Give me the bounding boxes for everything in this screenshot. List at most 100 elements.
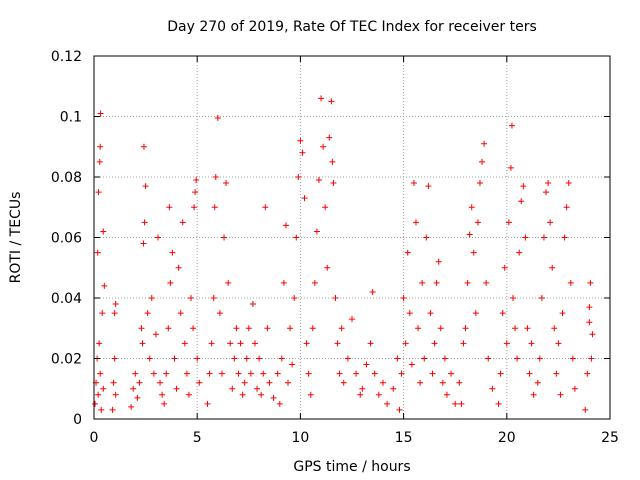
- data-point: [547, 219, 554, 226]
- data-point: [297, 137, 304, 144]
- data-point: [452, 400, 459, 407]
- data-point: [489, 385, 496, 392]
- data-point: [587, 279, 594, 286]
- data-point: [274, 370, 281, 377]
- data-point: [330, 180, 337, 187]
- data-point: [218, 370, 225, 377]
- data-point: [499, 310, 506, 317]
- data-point: [235, 370, 242, 377]
- data-point: [540, 234, 547, 241]
- data-point: [191, 204, 198, 211]
- data-point: [336, 370, 343, 377]
- data-point: [221, 234, 228, 241]
- data-point: [549, 264, 556, 271]
- data-point: [375, 391, 382, 398]
- data-point: [328, 98, 335, 105]
- data-point: [190, 325, 197, 332]
- data-point: [142, 183, 149, 190]
- data-point: [146, 355, 153, 362]
- data-point: [315, 177, 322, 184]
- data-point: [311, 279, 318, 286]
- x-tick-label: 15: [395, 430, 413, 446]
- data-point: [561, 234, 568, 241]
- data-point: [92, 400, 99, 407]
- data-point: [518, 198, 525, 205]
- data-point: [588, 355, 595, 362]
- data-point: [320, 143, 327, 150]
- data-point: [557, 391, 564, 398]
- data-point: [415, 325, 422, 332]
- data-point: [431, 340, 438, 347]
- data-point: [338, 325, 345, 332]
- data-point: [396, 406, 403, 413]
- data-point: [503, 340, 510, 347]
- data-point: [417, 379, 424, 386]
- data-point: [179, 219, 186, 226]
- data-point: [379, 379, 386, 386]
- data-point: [567, 279, 574, 286]
- data-point: [167, 279, 174, 286]
- data-point: [441, 355, 448, 362]
- data-point: [177, 310, 184, 317]
- data-point: [97, 370, 104, 377]
- data-point: [474, 219, 481, 226]
- x-tick-label: 20: [498, 430, 516, 446]
- data-point: [326, 134, 333, 141]
- data-point: [173, 385, 180, 392]
- data-point: [289, 361, 296, 368]
- data-point: [161, 400, 168, 407]
- data-point: [509, 295, 516, 301]
- data-point: [130, 385, 137, 392]
- data-point: [185, 391, 192, 398]
- data-point: [251, 340, 258, 347]
- data-point: [435, 258, 442, 265]
- data-point: [437, 325, 444, 332]
- data-point: [427, 310, 434, 317]
- data-point: [270, 394, 277, 401]
- data-point: [421, 355, 428, 362]
- x-tick-label: 25: [601, 430, 619, 446]
- axis-ticks: 0 5 10 15 20 25 0 0.02 0.04 0.06 0.08 0.1 0.12: [51, 49, 619, 446]
- data-point: [258, 391, 265, 398]
- y-tick-label: 0.12: [51, 49, 82, 65]
- data-point: [138, 325, 145, 332]
- data-point: [110, 379, 117, 386]
- data-point: [528, 340, 535, 347]
- data-point: [586, 304, 593, 311]
- data-point: [357, 391, 364, 398]
- data-point: [526, 370, 533, 377]
- data-point: [534, 379, 541, 386]
- data-point: [239, 391, 246, 398]
- data-point: [530, 391, 537, 398]
- data-point: [522, 234, 529, 241]
- data-point: [212, 174, 219, 180]
- data-point: [139, 340, 146, 347]
- chart-title: Day 270 of 2019, Rate Of TEC Index for r…: [167, 19, 537, 35]
- data-point: [111, 310, 118, 317]
- grid: [94, 56, 610, 419]
- data-point: [112, 301, 119, 308]
- data-point: [299, 149, 306, 156]
- data-point: [404, 249, 411, 256]
- data-point: [553, 370, 560, 377]
- data-point: [423, 234, 430, 241]
- data-point: [398, 370, 405, 377]
- data-point: [193, 177, 200, 184]
- data-point: [223, 180, 230, 187]
- data-point: [100, 228, 107, 235]
- data-point: [140, 143, 147, 150]
- data-point: [516, 249, 523, 256]
- data-point: [295, 174, 302, 180]
- data-point: [349, 316, 355, 323]
- data-point: [332, 295, 339, 301]
- data-point: [210, 295, 217, 301]
- data-point: [192, 189, 199, 196]
- data-point: [159, 391, 166, 398]
- data-point: [214, 115, 221, 122]
- data-point: [206, 370, 213, 377]
- data-point: [505, 219, 512, 226]
- data-point: [96, 340, 103, 347]
- data-point: [307, 391, 314, 398]
- data-point: [152, 331, 159, 338]
